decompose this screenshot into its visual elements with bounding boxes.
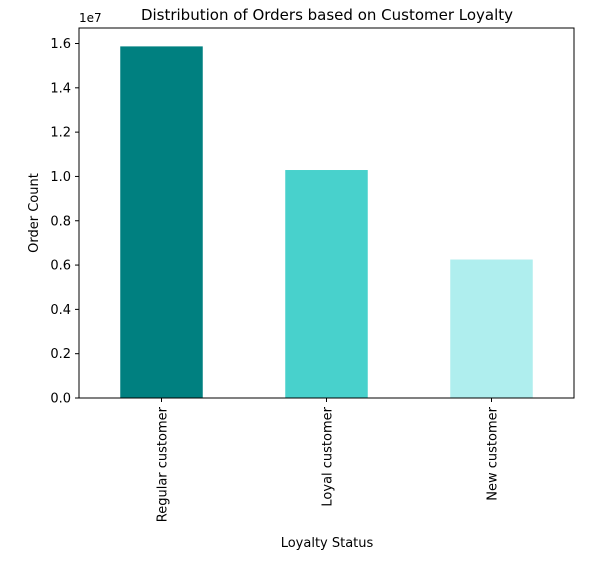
y-tick-label: 1.0 [50,170,71,185]
x-axis-label: Loyalty Status [281,536,374,551]
plot-frame [78,27,575,399]
bar-loyal-customer [285,170,368,398]
y-tick-label: 1.6 [50,37,71,52]
y-tick-label: 1.2 [50,126,71,141]
plot-area: Regular customer Loyal customer New custom… [50,27,575,522]
x-tick-label: Regular customer [156,406,171,522]
y-axis-label: Order Count [27,173,42,253]
x-tick-label: Loyal customer [321,406,336,506]
bar-new-customer [450,259,533,398]
chart-title: Distribution of Orders based on Customer… [141,6,513,24]
y-tick-label: 0.6 [50,259,71,274]
y-tick-label: 0.2 [50,347,71,362]
x-tick-label: New customer [486,406,501,500]
y-tick-label: 0.4 [50,303,71,318]
y-tick-label: 1.4 [50,81,71,96]
y-axis-offset-label: 1e7 [79,11,102,25]
bar-regular-customer [120,46,203,398]
y-tick-label: 0.8 [50,214,71,229]
y-tick-label: 0.0 [50,392,71,407]
